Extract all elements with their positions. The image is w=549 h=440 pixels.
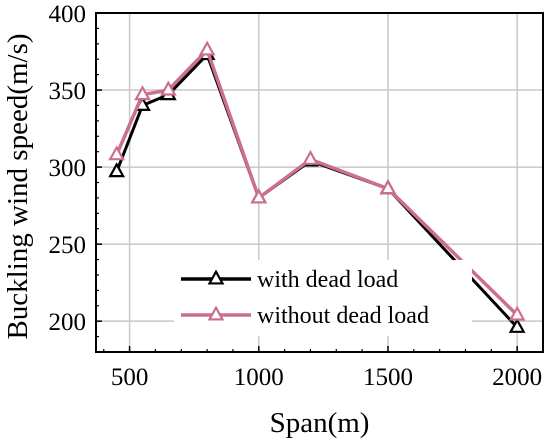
y-tick-label: 300: [49, 155, 87, 182]
legend-label: without dead load: [257, 303, 429, 329]
data-point: [508, 317, 526, 333]
data-point: [302, 149, 319, 165]
y-axis-label: Buckling wind speed(m/s): [2, 33, 34, 339]
tick-layer: 500 1000 1500 2000 200 250 300 350 400: [49, 1, 544, 391]
y-tick-label: 200: [49, 309, 87, 336]
data-point: [508, 305, 526, 321]
legend-label: with dead load: [257, 267, 398, 293]
data-point: [108, 145, 126, 161]
x-tick-label: 500: [111, 364, 149, 391]
data-point: [379, 179, 397, 195]
y-tick-label: 350: [49, 78, 87, 105]
legend-marker: [207, 305, 225, 321]
data-point: [108, 162, 126, 178]
legend-marker: [207, 269, 225, 285]
data-point: [159, 80, 177, 96]
y-tick-label: 250: [49, 232, 87, 259]
series-layer: [108, 40, 526, 333]
x-tick-label: 2000: [492, 364, 542, 391]
x-tick-label: 1000: [234, 364, 284, 391]
legend: with dead load without dead load: [174, 260, 472, 336]
x-axis-label: Span(m): [270, 407, 370, 439]
legend-box: [174, 260, 472, 336]
y-tick-label: 400: [49, 1, 87, 28]
data-point: [198, 40, 216, 56]
data-point: [134, 85, 151, 101]
data-point: [250, 188, 268, 204]
x-tick-label: 1500: [363, 364, 413, 391]
